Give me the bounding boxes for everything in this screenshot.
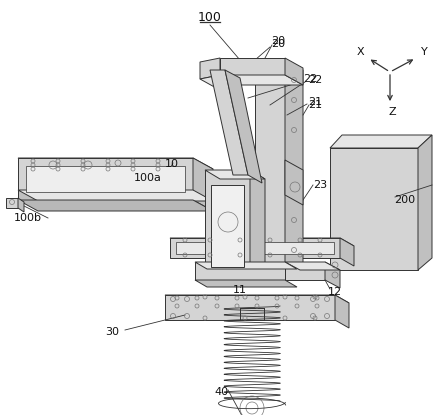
Polygon shape xyxy=(211,185,244,267)
Polygon shape xyxy=(165,295,349,303)
Text: Z: Z xyxy=(388,107,396,117)
Text: 200: 200 xyxy=(394,195,416,205)
Polygon shape xyxy=(255,270,303,280)
Text: 40: 40 xyxy=(215,387,229,397)
Polygon shape xyxy=(285,160,303,205)
Polygon shape xyxy=(26,166,185,192)
Polygon shape xyxy=(225,70,262,183)
Polygon shape xyxy=(18,190,193,200)
Text: 12: 12 xyxy=(328,287,342,297)
Polygon shape xyxy=(335,295,349,328)
Polygon shape xyxy=(330,135,432,148)
Text: 10: 10 xyxy=(165,159,179,169)
Polygon shape xyxy=(240,308,264,320)
Text: 21: 21 xyxy=(308,97,322,107)
Text: 100a: 100a xyxy=(134,173,162,183)
Polygon shape xyxy=(285,58,303,85)
Polygon shape xyxy=(18,200,213,211)
Polygon shape xyxy=(195,262,297,269)
Text: 22: 22 xyxy=(303,74,317,84)
Polygon shape xyxy=(418,135,432,270)
Text: 20: 20 xyxy=(271,39,285,49)
Text: 21: 21 xyxy=(308,100,322,110)
Polygon shape xyxy=(176,242,334,254)
Text: 30: 30 xyxy=(105,327,119,337)
Polygon shape xyxy=(250,170,265,284)
Polygon shape xyxy=(18,198,24,212)
Text: 100: 100 xyxy=(198,12,222,24)
Polygon shape xyxy=(170,238,340,258)
Polygon shape xyxy=(200,75,238,89)
Polygon shape xyxy=(205,170,265,179)
Text: 20: 20 xyxy=(271,36,285,46)
Polygon shape xyxy=(210,70,248,175)
Polygon shape xyxy=(220,75,303,85)
Polygon shape xyxy=(205,170,250,275)
Polygon shape xyxy=(18,190,213,201)
Polygon shape xyxy=(195,262,285,280)
Polygon shape xyxy=(193,158,213,211)
Polygon shape xyxy=(255,60,285,270)
Polygon shape xyxy=(195,280,297,287)
Text: 23: 23 xyxy=(313,180,327,190)
Text: 11: 11 xyxy=(233,285,247,295)
Polygon shape xyxy=(170,238,354,246)
Polygon shape xyxy=(285,262,340,270)
Text: X: X xyxy=(356,47,364,57)
Polygon shape xyxy=(340,238,354,266)
Polygon shape xyxy=(220,58,285,75)
Polygon shape xyxy=(165,295,335,320)
Polygon shape xyxy=(6,198,18,208)
Polygon shape xyxy=(330,148,418,270)
Text: Y: Y xyxy=(420,47,427,57)
Polygon shape xyxy=(285,262,325,280)
Polygon shape xyxy=(18,158,213,169)
Polygon shape xyxy=(200,58,220,79)
Text: 100b: 100b xyxy=(14,213,42,223)
Polygon shape xyxy=(325,262,340,288)
Polygon shape xyxy=(18,158,193,200)
Text: 22: 22 xyxy=(308,75,322,85)
Polygon shape xyxy=(285,60,303,280)
